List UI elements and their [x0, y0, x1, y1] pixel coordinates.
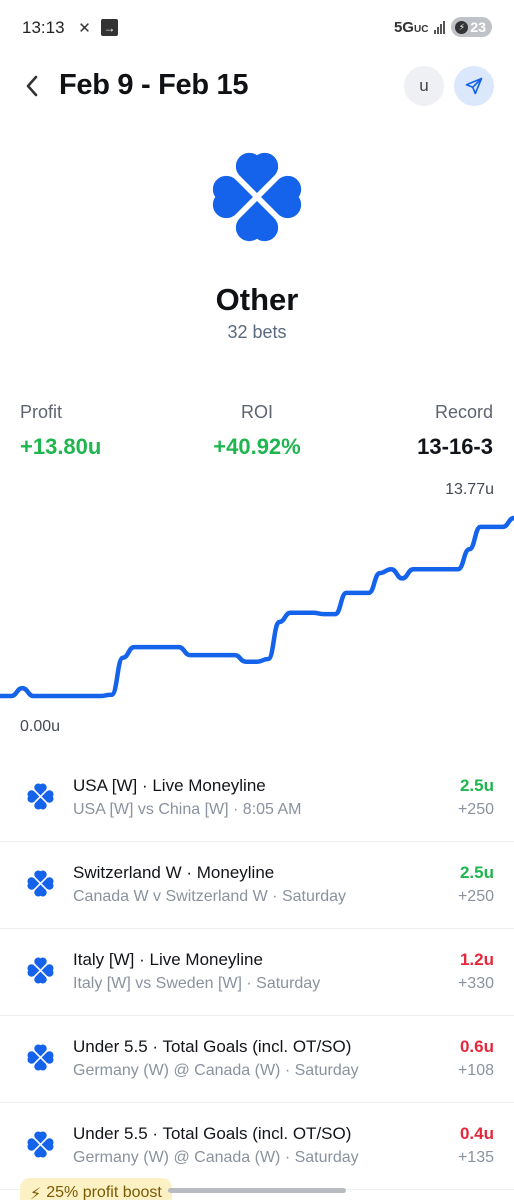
charging-icon: ⚡ [455, 20, 469, 34]
bet-subtitle: Italy [W] vs Sweden [W] · Saturday [73, 975, 321, 992]
clover-icon [212, 152, 302, 242]
clover-icon [27, 957, 54, 984]
bet-odds: +108 [457, 1062, 494, 1079]
bet-subtitle: Canada W v Switzerland W · Saturday [73, 888, 346, 905]
profit-label: Profit [20, 402, 63, 422]
bet-odds: +330 [457, 975, 494, 992]
roi-value: +40.92% [213, 434, 301, 459]
battery-indicator: ⚡ 23 [451, 17, 492, 37]
status-right: 5GUC ⚡ 23 [394, 17, 492, 37]
battery-level: 23 [470, 19, 486, 35]
chart-max-label: 13.77u [445, 481, 494, 498]
network-indicator: 5GUC [393, 18, 429, 36]
profit-value: +13.80u [20, 434, 102, 459]
profit-boost-badge[interactable]: ⚡ 25% profit boost [20, 1178, 172, 1200]
status-time: 13:13 [22, 18, 65, 37]
bet-odds: +135 [457, 1149, 494, 1166]
bet-units: 0.6u [459, 1037, 494, 1056]
bet-title: Switzerland W · Moneyline [73, 863, 275, 882]
share-button[interactable] [454, 66, 494, 106]
clover-icon [27, 1044, 54, 1071]
bet-row[interactable]: Under 5.5 · Total Goals (incl. OT/SO) Ge… [0, 1016, 514, 1103]
bet-subtitle: Germany (W) @ Canada (W) · Saturday [73, 1062, 359, 1079]
signal-icon [434, 20, 446, 34]
bet-units: 2.5u [459, 776, 494, 795]
bet-subtitle: Germany (W) @ Canada (W) · Saturday [73, 1149, 359, 1166]
category-name: Other [215, 282, 299, 317]
bet-list: USA [W] · Live Moneyline USA [W] vs Chin… [0, 755, 514, 1190]
bet-units: 0.4u [459, 1124, 494, 1143]
record-label: Record [434, 402, 493, 422]
notification-arrow-icon: → [101, 19, 118, 36]
bet-units: 1.2u [459, 950, 494, 969]
bet-row[interactable]: Under 5.5 · Total Goals (incl. OT/SO) Ge… [0, 1103, 514, 1190]
record-value: 13-16-3 [417, 434, 493, 459]
bet-subtitle: USA [W] vs China [W] · 8:05 AM [73, 801, 302, 818]
chart-min-label: 0.00u [20, 718, 61, 735]
stat-record: Record 13-16-3 [417, 402, 493, 460]
bet-odds: +250 [457, 888, 494, 905]
back-button[interactable] [18, 70, 46, 102]
chevron-left-icon [26, 75, 38, 97]
notification-x-icon: ✕ [78, 19, 91, 37]
bet-row[interactable]: USA [W] · Live Moneyline USA [W] vs Chin… [0, 755, 514, 842]
lightning-icon: ⚡ [30, 1186, 42, 1200]
clover-icon [27, 870, 54, 897]
chart-series-line [0, 515, 514, 699]
home-indicator[interactable] [168, 1188, 346, 1193]
bet-row[interactable]: Italy [W] · Live Moneyline Italy [W] vs … [0, 929, 514, 1016]
bet-odds: +250 [457, 801, 494, 818]
header: Feb 9 - Feb 15 u [0, 60, 514, 112]
status-bar: 13:13 ✕ → 5GUC ⚡ 23 [0, 0, 514, 58]
status-notification-icons: ✕ → [76, 19, 118, 37]
bet-title: Under 5.5 · Total Goals (incl. OT/SO) [73, 1124, 352, 1143]
bet-count: 32 bets [227, 322, 287, 342]
profit-boost-label: 25% profit boost [46, 1184, 162, 1200]
clover-icon [27, 1131, 54, 1158]
bet-title: USA [W] · Live Moneyline [73, 776, 266, 795]
roi-label: ROI [240, 402, 273, 422]
bet-units: 2.5u [459, 863, 494, 882]
send-icon [465, 77, 483, 95]
stat-roi: ROI +40.92% [0, 402, 514, 460]
profit-chart[interactable] [0, 478, 514, 748]
bet-title: Under 5.5 · Total Goals (incl. OT/SO) [73, 1037, 352, 1056]
bet-row[interactable]: Switzerland W · Moneyline Canada W v Swi… [0, 842, 514, 929]
clover-icon [27, 783, 54, 810]
unit-toggle-button[interactable]: u [404, 66, 444, 106]
page-title: Feb 9 - Feb 15 [59, 69, 249, 101]
bet-title: Italy [W] · Live Moneyline [73, 950, 263, 969]
stat-profit: Profit +13.80u [20, 402, 101, 460]
